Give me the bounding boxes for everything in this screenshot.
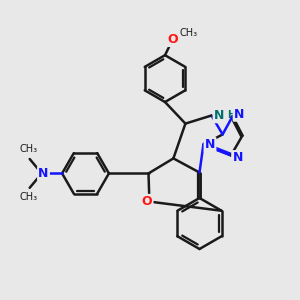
Text: N: N [38, 167, 49, 180]
Text: CH₃: CH₃ [19, 145, 37, 154]
Text: CH₃: CH₃ [180, 28, 198, 38]
Text: N: N [234, 107, 244, 121]
Text: O: O [167, 33, 178, 46]
Text: CH₃: CH₃ [19, 192, 37, 202]
Text: H: H [227, 110, 235, 121]
Text: N: N [214, 109, 224, 122]
Text: N: N [205, 138, 215, 151]
Text: N: N [232, 151, 243, 164]
Text: O: O [142, 195, 152, 208]
